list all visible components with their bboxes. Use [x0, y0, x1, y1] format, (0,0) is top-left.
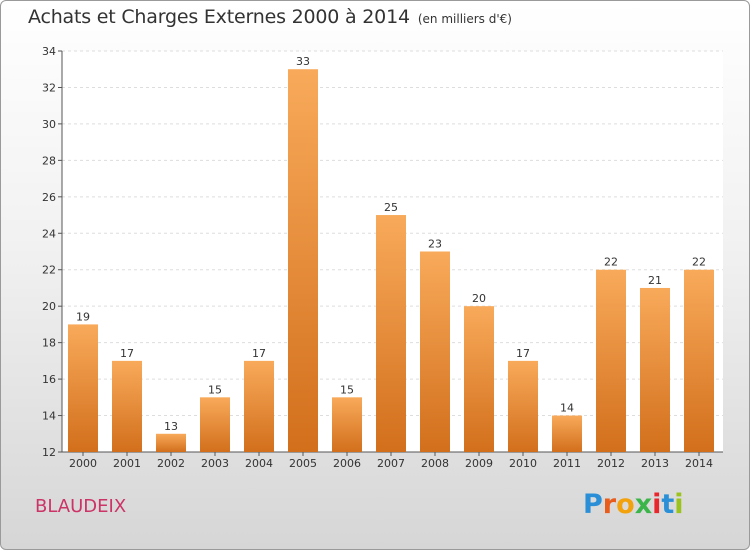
bar: [552, 415, 582, 452]
bar-value-label: 22: [692, 256, 706, 269]
bar: [112, 360, 142, 452]
logo-letter: x: [634, 489, 653, 520]
logo-letter: o: [616, 489, 635, 520]
y-tick-label: 20: [42, 300, 56, 313]
bar: [156, 433, 186, 452]
x-tick-label: 2006: [333, 457, 361, 470]
x-tick-label: 2002: [157, 457, 185, 470]
bar-value-label: 20: [472, 292, 486, 305]
y-tick-label: 26: [42, 191, 56, 204]
x-tick-label: 2009: [465, 457, 493, 470]
bar: [640, 287, 670, 452]
bar-value-label: 17: [120, 347, 134, 360]
bar-value-label: 17: [516, 347, 530, 360]
x-tick-label: 2013: [641, 457, 669, 470]
y-tick-label: 16: [42, 373, 56, 386]
bar: [420, 251, 450, 452]
x-tick-label: 2004: [245, 457, 273, 470]
chart-title-text: Achats et Charges Externes 2000 à 2014: [28, 6, 410, 28]
bar-value-label: 17: [252, 347, 266, 360]
bar: [332, 397, 362, 452]
chart-title: Achats et Charges Externes 2000 à 2014 (e…: [28, 6, 512, 28]
bar: [508, 360, 538, 452]
bar: [288, 69, 318, 453]
x-tick-label: 2003: [201, 457, 229, 470]
logo-letter: i: [674, 489, 684, 520]
bar-value-label: 19: [76, 310, 90, 323]
bar: [376, 215, 406, 452]
bar-value-label: 21: [648, 274, 662, 287]
bar-value-label: 25: [384, 201, 398, 214]
x-tick-label: 2010: [509, 457, 537, 470]
x-tick-label: 2014: [685, 457, 713, 470]
bar: [200, 397, 230, 452]
bar-value-label: 15: [340, 383, 354, 396]
bar-value-label: 23: [428, 238, 442, 251]
y-tick-label: 22: [42, 264, 56, 277]
bar-value-label: 14: [560, 402, 574, 415]
bar: [596, 269, 626, 452]
y-tick-label: 18: [42, 337, 56, 350]
x-tick-label: 2011: [553, 457, 581, 470]
y-tick-label: 32: [42, 81, 56, 94]
x-tick-label: 2012: [597, 457, 625, 470]
x-tick-label: 2000: [69, 457, 97, 470]
y-tick-label: 24: [42, 227, 56, 240]
x-tick-label: 2005: [289, 457, 317, 470]
x-tick-label: 2001: [113, 457, 141, 470]
commune-name: BLAUDEIX: [35, 496, 127, 517]
y-tick-label: 12: [42, 446, 56, 459]
logo-letter: t: [661, 489, 675, 520]
y-tick-label: 28: [42, 154, 56, 167]
bar-value-label: 33: [296, 55, 310, 68]
x-tick-label: 2007: [377, 457, 405, 470]
logo-letter: i: [652, 489, 662, 520]
logo-letter: P: [583, 489, 603, 520]
bar: [68, 324, 98, 452]
bar-value-label: 22: [604, 256, 618, 269]
chart-unit: (en milliers d'€): [417, 12, 512, 26]
y-tick-label: 30: [42, 118, 56, 131]
bar: [464, 306, 494, 452]
y-tick-label: 14: [42, 410, 56, 423]
proxiti-logo: Proxiti: [583, 489, 684, 520]
bar-value-label: 13: [164, 420, 178, 433]
bar: [684, 269, 714, 452]
bar: [244, 360, 274, 452]
y-tick-label: 34: [42, 45, 56, 58]
logo-letter: r: [602, 489, 617, 520]
bar-value-label: 15: [208, 383, 222, 396]
x-tick-label: 2008: [421, 457, 449, 470]
